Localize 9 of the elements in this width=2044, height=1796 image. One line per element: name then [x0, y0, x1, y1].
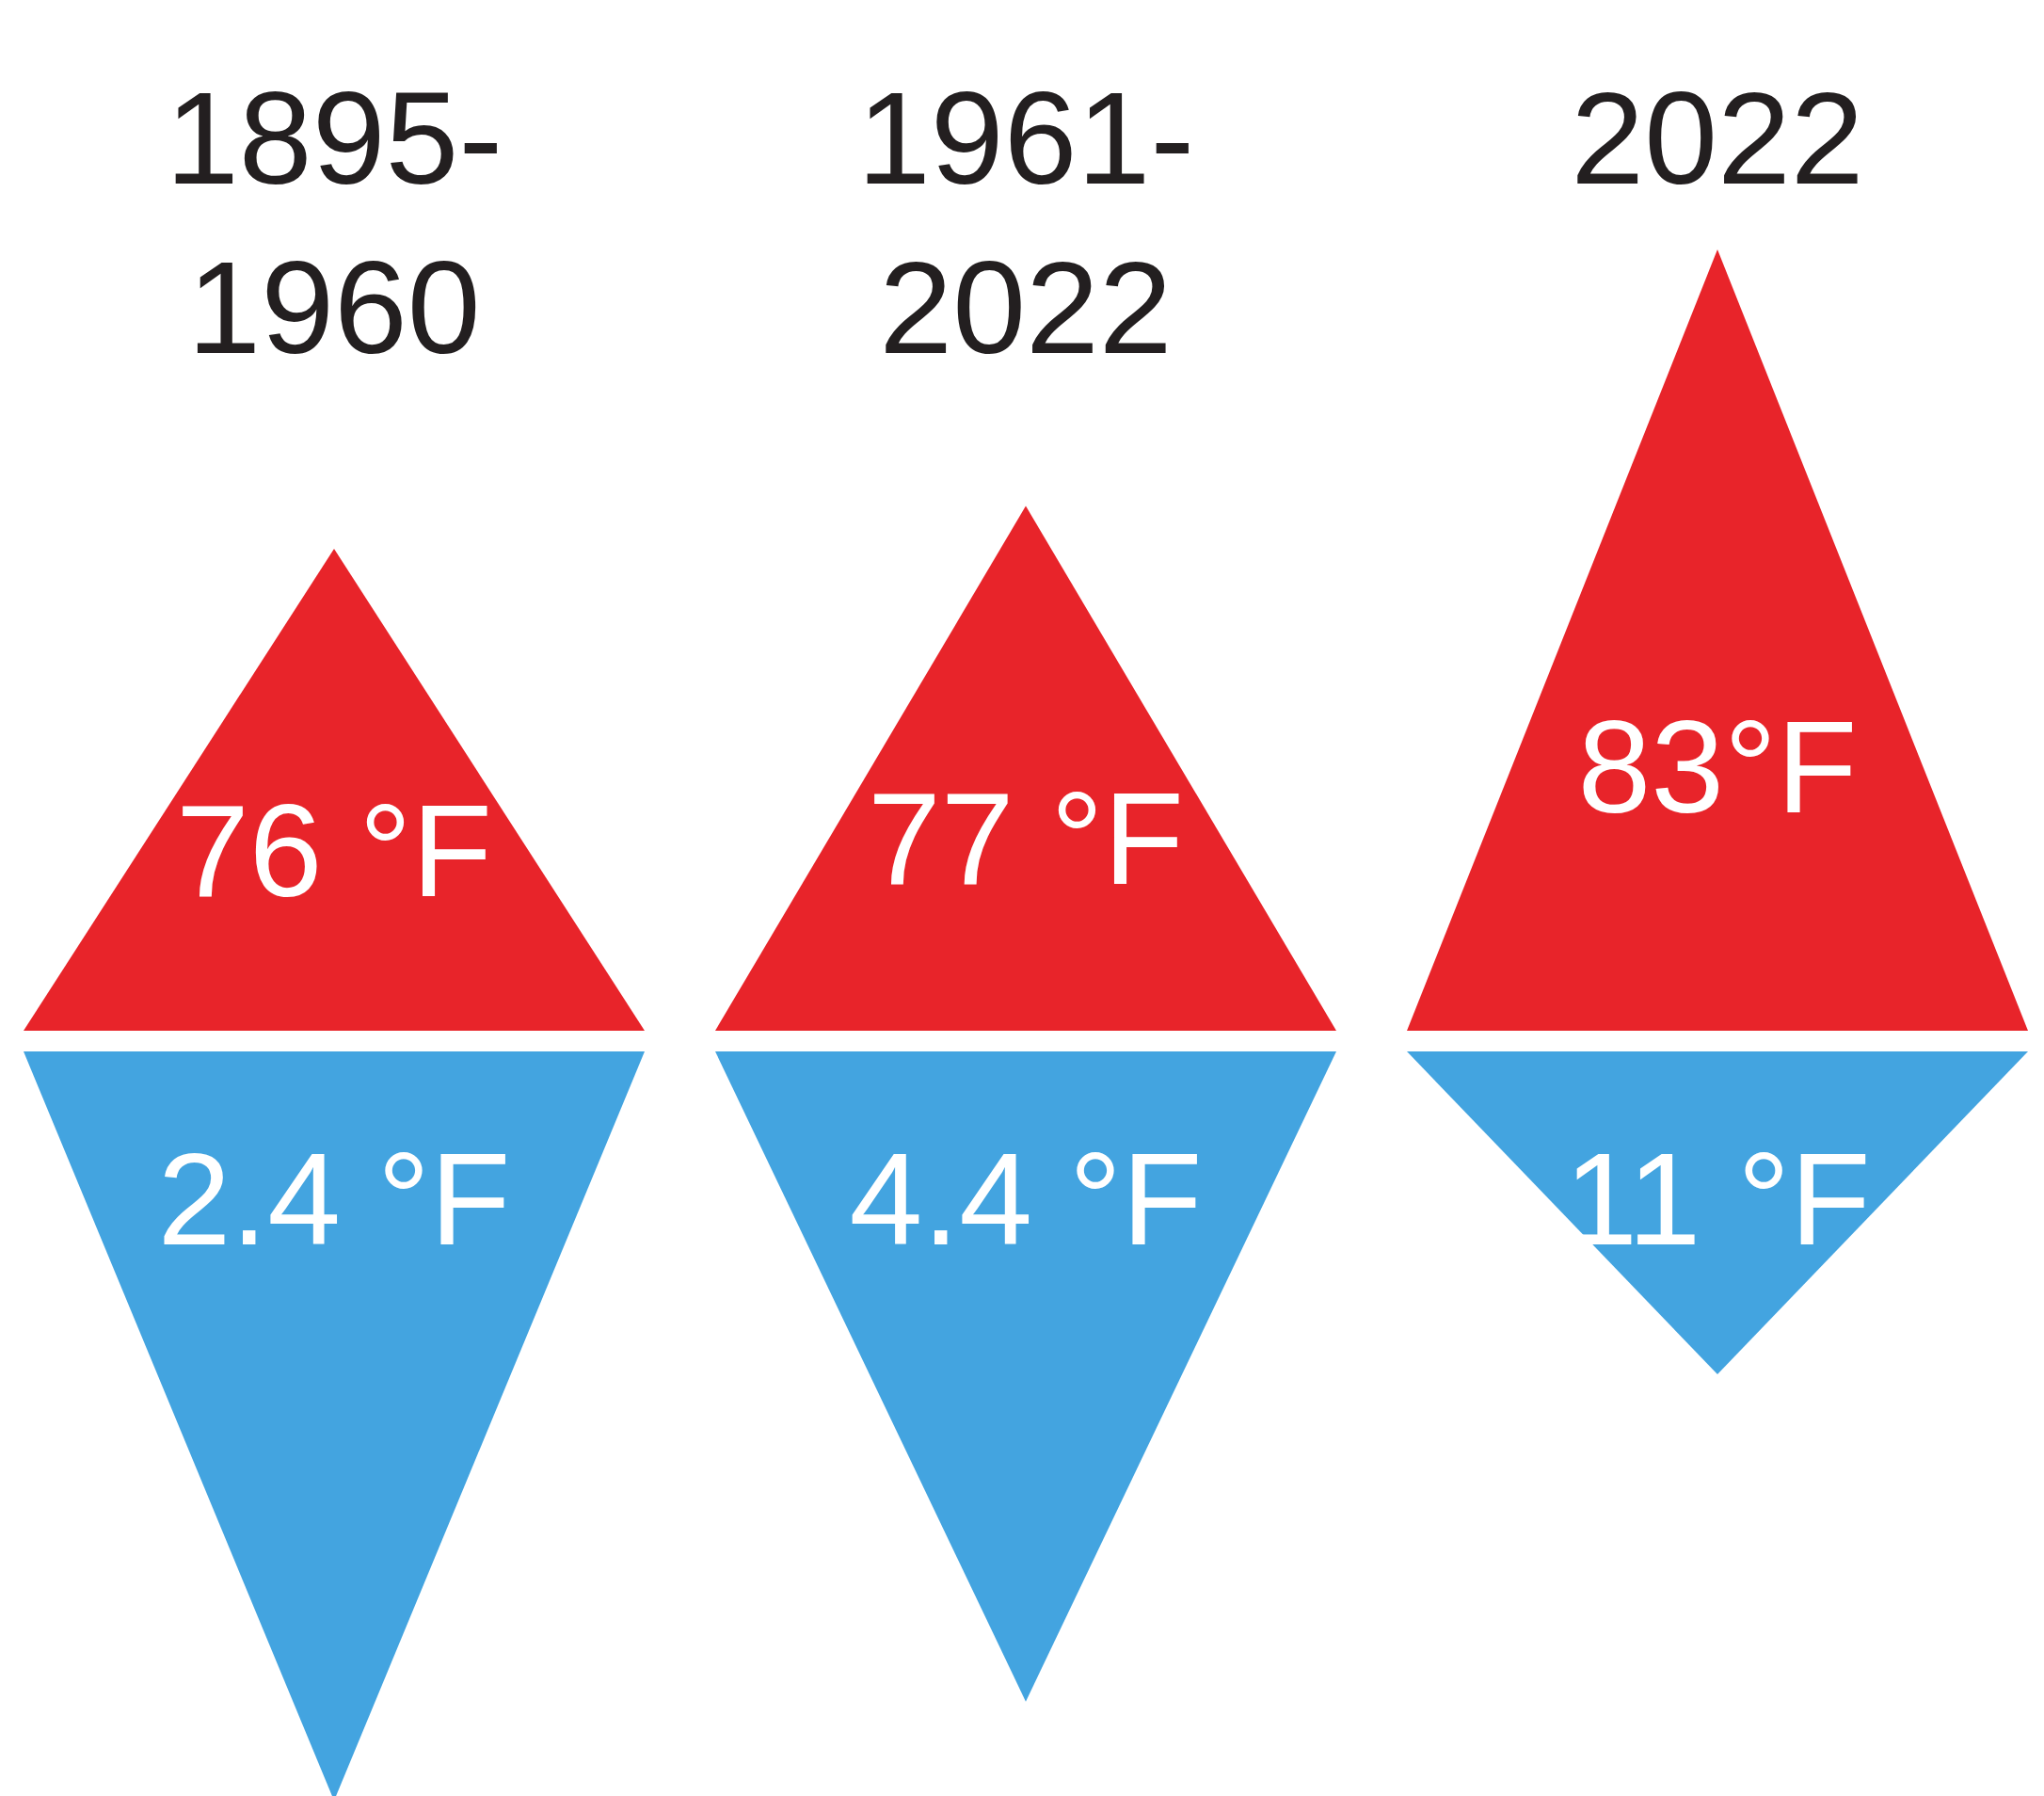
- data-label: 2.4 °F: [157, 1125, 511, 1273]
- category-label: 1961-2022: [856, 64, 1195, 381]
- data-label: 4.4 °F: [849, 1125, 1203, 1273]
- data-label: 83°F: [1577, 692, 1858, 841]
- data-label: 11 °F: [1564, 1125, 1871, 1273]
- data-label: 77 °F: [867, 763, 1185, 912]
- data-label: 76 °F: [175, 776, 493, 924]
- category-label: 1895-1960: [165, 64, 503, 381]
- category-label: 2022: [1571, 64, 1864, 212]
